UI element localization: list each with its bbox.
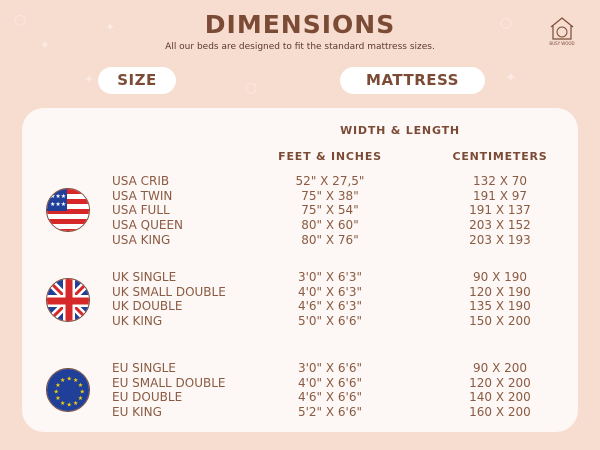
eu-flag-icon: ★ ★ ★ ★ ★ ★ ★ ★ ★ ★ ★ ★ [46, 368, 90, 412]
size-name: UK SINGLE [112, 270, 177, 284]
centimeters-value: 191 X 137 [469, 203, 531, 218]
dimensions-card [22, 108, 578, 432]
centimeters-value: 203 X 152 [469, 218, 531, 233]
svg-text:★: ★ [78, 395, 83, 402]
feet-inches-value: 5'0" X 6'6" [297, 314, 363, 329]
centimeters-value: 135 X 190 [469, 299, 531, 314]
size-name: USA CRIB [112, 174, 170, 188]
size-name: EU KING [112, 405, 162, 420]
size-name: USA QUEEN [112, 218, 184, 233]
table-row: USA CRIB 52" X 27,5" 132 X 70 [0, 174, 600, 189]
feet-inches-value: 4'0" X 6'6" [297, 375, 363, 390]
centimeters-value: 191 X 97 [472, 188, 528, 203]
feet-inches-value: 3'0" X 6'6" [297, 361, 363, 375]
feet-inches-header: FEET & INCHES [278, 150, 382, 163]
feet-inches-value: 3'0" X 6'3" [297, 270, 363, 284]
svg-text:★: ★ [67, 376, 72, 383]
circle-decoration: ○ [245, 80, 258, 96]
table-row: USA QUEEN 80" X 60" 203 X 152 [0, 218, 600, 233]
svg-text:★: ★ [60, 377, 65, 384]
svg-text:★: ★ [73, 377, 78, 384]
centimeters-value: 90 X 200 [472, 361, 528, 375]
size-name: EU SINGLE [112, 361, 176, 375]
house-cat-logo-icon [550, 17, 574, 40]
centimeters-value: 140 X 200 [469, 390, 531, 405]
feet-inches-value: 4'0" X 6'3" [297, 284, 363, 299]
centimeters-value: 150 X 200 [469, 314, 531, 329]
centimeters-value: 160 X 200 [469, 405, 531, 420]
svg-text:★: ★ [78, 382, 83, 389]
svg-text:★: ★ [55, 382, 60, 389]
feet-inches-value: 75" X 54" [301, 203, 359, 218]
svg-text:★: ★ [60, 400, 65, 407]
sparkle-icon: ✦ [84, 72, 95, 86]
feet-inches-value: 52" X 27,5" [295, 174, 365, 188]
size-name: UK DOUBLE [112, 299, 183, 314]
size-name: UK KING [112, 314, 163, 329]
size-name: USA KING [112, 232, 171, 247]
table-row: EU SINGLE 3'0" X 6'6" 90 X 200 [0, 361, 600, 376]
feet-inches-value: 75" X 38" [301, 188, 359, 203]
centimeters-header: CENTIMETERS [452, 150, 548, 163]
table-row: UK DOUBLE 4'6" X 6'3" 135 X 190 [0, 299, 600, 314]
usa-flag-icon: ★★★ ★★★ [46, 188, 90, 232]
centimeters-value: 203 X 193 [469, 232, 531, 247]
svg-text:★★★: ★★★ [50, 201, 66, 208]
feet-inches-value: 5'2" X 6'6" [297, 405, 363, 420]
centimeters-value: 90 X 190 [472, 270, 528, 284]
table-row: UK KING 5'0" X 6'6" 150 X 200 [0, 314, 600, 329]
svg-text:★★★: ★★★ [50, 193, 66, 200]
table-row: EU KING 5'2" X 6'6" 160 X 200 [0, 405, 600, 420]
size-name: EU DOUBLE [112, 390, 183, 405]
svg-text:★: ★ [67, 402, 72, 409]
svg-text:★: ★ [54, 389, 59, 396]
svg-text:★: ★ [73, 400, 78, 407]
brand-logo: BUSY WOOD [547, 16, 577, 46]
circle-decoration: ○ [500, 15, 513, 31]
table-row: EU SMALL DOUBLE 4'0" X 6'6" 120 X 200 [0, 376, 600, 391]
size-name: USA FULL [112, 203, 170, 218]
centimeters-value: 120 X 200 [469, 375, 531, 390]
table-row: UK SMALL DOUBLE 4'0" X 6'3" 120 X 190 [0, 285, 600, 300]
sparkle-icon: ✦ [105, 20, 116, 34]
size-pill: SIZE [98, 67, 176, 94]
table-row: USA FULL 75" X 54" 191 X 137 [0, 203, 600, 218]
page-title: DIMENSIONS [204, 10, 396, 39]
logo-text: BUSY WOOD [549, 41, 575, 46]
size-name: UK SMALL DOUBLE [112, 284, 226, 299]
table-row: USA TWIN 75" X 38" 191 X 97 [0, 189, 600, 204]
feet-inches-value: 4'6" X 6'6" [297, 390, 363, 405]
size-name: USA TWIN [112, 188, 173, 203]
width-length-header: WIDTH & LENGTH [340, 124, 460, 137]
centimeters-value: 120 X 190 [469, 284, 531, 299]
sparkle-icon: ✦ [40, 38, 51, 52]
sparkle-icon: ✦ [505, 70, 517, 86]
page-subtitle: All our beds are designed to fit the sta… [165, 42, 435, 52]
circle-decoration: ○ [14, 12, 27, 28]
table-row: EU DOUBLE 4'6" X 6'6" 140 X 200 [0, 390, 600, 405]
svg-text:★: ★ [55, 395, 60, 402]
centimeters-value: 132 X 70 [472, 174, 528, 188]
mattress-pill: MATTRESS [340, 67, 485, 94]
feet-inches-value: 80" X 60" [301, 218, 359, 233]
size-name: EU SMALL DOUBLE [112, 375, 226, 390]
table-row: UK SINGLE 3'0" X 6'3" 90 X 190 [0, 270, 600, 285]
table-row: USA KING 80" X 76" 203 X 193 [0, 233, 600, 248]
feet-inches-value: 4'6" X 6'3" [297, 299, 363, 314]
feet-inches-value: 80" X 76" [301, 232, 359, 247]
svg-text:★: ★ [80, 389, 85, 396]
